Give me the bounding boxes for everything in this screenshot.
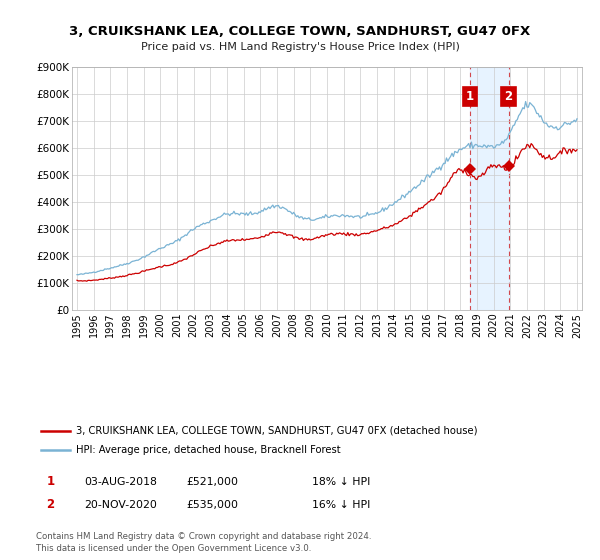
Text: 1: 1 — [46, 474, 55, 488]
Text: 3, CRUIKSHANK LEA, COLLEGE TOWN, SANDHURST, GU47 0FX (detached house): 3, CRUIKSHANK LEA, COLLEGE TOWN, SANDHUR… — [76, 426, 477, 436]
Text: £535,000: £535,000 — [186, 500, 238, 510]
Text: HPI: Average price, detached house, Bracknell Forest: HPI: Average price, detached house, Brac… — [76, 445, 340, 455]
Text: 18% ↓ HPI: 18% ↓ HPI — [312, 477, 370, 487]
Bar — [470, 67, 509, 310]
Text: Price paid vs. HM Land Registry's House Price Index (HPI): Price paid vs. HM Land Registry's House … — [140, 42, 460, 52]
Text: 03-AUG-2018: 03-AUG-2018 — [84, 477, 157, 487]
Text: 20-NOV-2020: 20-NOV-2020 — [84, 500, 157, 510]
Text: £521,000: £521,000 — [186, 477, 238, 487]
Text: 2: 2 — [505, 90, 513, 103]
Text: 16% ↓ HPI: 16% ↓ HPI — [312, 500, 370, 510]
Text: 1: 1 — [466, 90, 474, 103]
Text: 3, CRUIKSHANK LEA, COLLEGE TOWN, SANDHURST, GU47 0FX: 3, CRUIKSHANK LEA, COLLEGE TOWN, SANDHUR… — [70, 25, 530, 38]
Text: 2: 2 — [46, 498, 55, 511]
Text: Contains HM Land Registry data © Crown copyright and database right 2024.
This d: Contains HM Land Registry data © Crown c… — [36, 533, 371, 553]
